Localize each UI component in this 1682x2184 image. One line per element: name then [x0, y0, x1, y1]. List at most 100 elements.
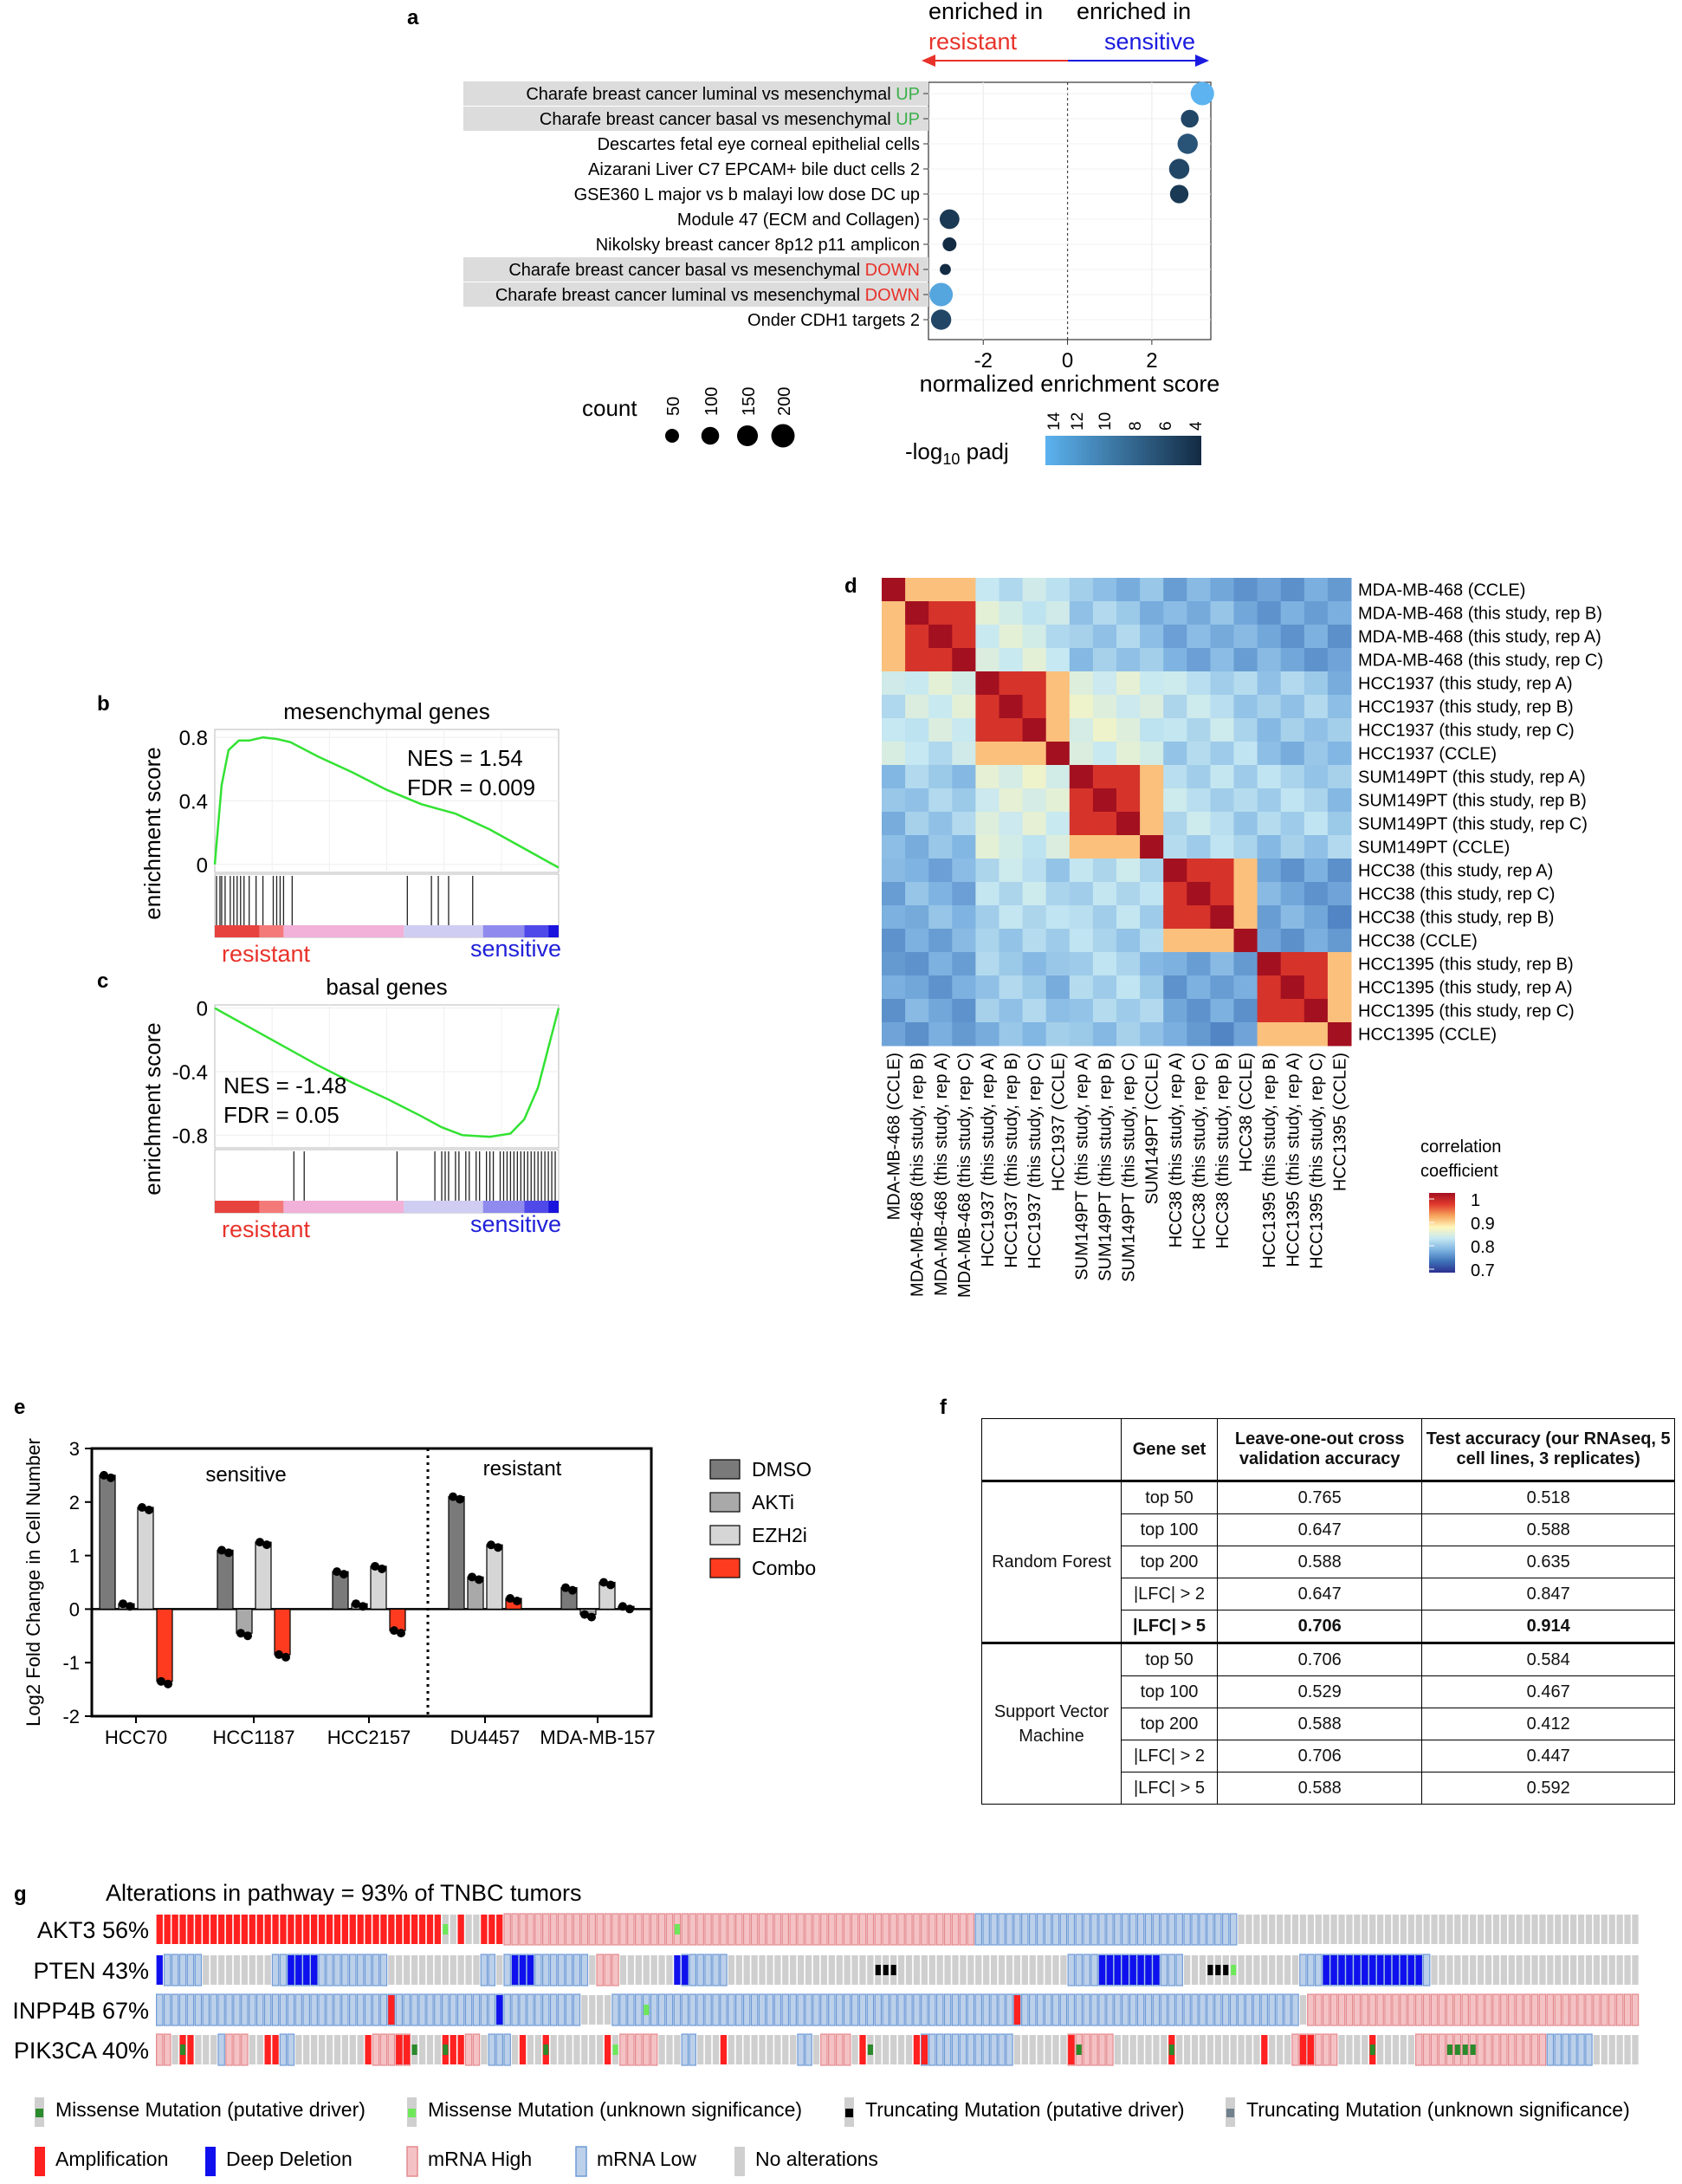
bar-replicate-point	[397, 1629, 405, 1638]
oncoprint-cell-mrna-low	[1144, 1913, 1153, 1946]
heatmap-row-label: HCC1395 (CCLE)	[1358, 1026, 1497, 1045]
legend-label-akti: AKTi	[752, 1491, 794, 1513]
oncoprint-cell-mrna-low	[287, 2033, 295, 2066]
table-row: top 200 0.588 0.635	[982, 1546, 1675, 1578]
bar-replicate-point	[164, 1679, 172, 1688]
oncoprint-cell-none	[1601, 1955, 1608, 1985]
oncoprint-cell-none	[1222, 2035, 1229, 2064]
heatmap-row-label: SUM149PT (this study, rep C)	[1358, 815, 1588, 834]
heatmap-cell	[1022, 929, 1047, 953]
heatmap-cell	[1233, 859, 1258, 883]
heatmap-cell	[1069, 695, 1094, 719]
heatmap-cell	[928, 625, 953, 649]
oncoprint-cell-mrna-low	[665, 1993, 674, 2026]
oncoprint-cell-mrna-low	[696, 1993, 704, 2026]
oncoprint-cell-none	[875, 2035, 882, 2064]
oncoprint-cell-mrna-high	[681, 1913, 689, 1946]
heatmap-cell	[1257, 835, 1282, 859]
oncoprint-cell-none	[171, 2035, 178, 2064]
heatmap-cell	[1116, 718, 1141, 742]
heatmap-cell	[905, 765, 929, 789]
heatmap-cell	[1092, 1022, 1117, 1047]
heatmap-col-label: HCC1395 (this study, rep C)	[1307, 1053, 1326, 1269]
oncoprint-cell-mrna-low	[1075, 1913, 1083, 1946]
bar-replicate-point	[618, 1602, 627, 1611]
heatmap-cell	[1022, 765, 1047, 789]
heatmap-row-label: MDA-MB-468 (this study, rep A)	[1358, 628, 1601, 647]
oncoprint-mutation	[875, 1965, 881, 1975]
oncoprint-cell-mrna-high	[1422, 1993, 1431, 2026]
oncoprint-cell-del	[1338, 1955, 1345, 1985]
oncoprint-cell-mrna-low	[1121, 1993, 1129, 2026]
table-test-cell: 0.467	[1421, 1675, 1675, 1708]
oncoprint-cell-mrna-low	[1221, 1913, 1230, 1946]
heatmap-cell	[1280, 859, 1305, 883]
oncoprint-cell-mrna-high	[689, 1913, 697, 1946]
oncoprint-cell-mrna-low	[874, 1993, 883, 2026]
arrow-resistant-head	[922, 55, 935, 67]
heatmap-cell	[1187, 671, 1211, 696]
heatmap-cell	[1069, 1022, 1094, 1047]
oncoprint-cell-none	[1021, 2035, 1028, 2064]
heatmap-row-label: MDA-MB-468 (CCLE)	[1358, 581, 1525, 600]
oncoprint-cell-mrna-high	[1329, 2033, 1338, 2066]
oncoprint-cell-mrna-high	[1400, 1993, 1407, 2026]
oncoprint-cell-none	[1369, 1915, 1376, 1944]
heatmap-cell	[999, 718, 1024, 742]
oncoprint-mutation	[179, 2045, 186, 2055]
heatmap-cell	[1210, 929, 1234, 953]
oncoprint-cell-mrna-high	[1500, 1993, 1508, 2026]
heatmap-cell	[905, 1022, 929, 1047]
gsea-y-tick-label: -0.8	[172, 1124, 208, 1148]
oncoprint-cell-mrna-low	[812, 1993, 820, 2026]
heatmap-cell	[1045, 742, 1071, 766]
padj-tick-label: 4	[1187, 421, 1206, 431]
heatmap-cell	[1022, 648, 1047, 672]
heatmap-cell	[928, 952, 953, 976]
heatmap-cell	[1304, 765, 1329, 789]
heatmap-cell	[999, 975, 1024, 1000]
oncoprint-cell-mrna-high	[928, 1913, 936, 1946]
oncoprint-cell-mrna-low	[171, 1954, 179, 1986]
oncoprint-cell-mrna-low	[1191, 1913, 1199, 1946]
heatmap-cell	[882, 835, 906, 859]
header-right-line1: enriched in	[1077, 0, 1191, 24]
oncoprint-cell-mrna-low	[851, 1993, 859, 2026]
oncoprint-cell-mrna-low	[488, 1993, 496, 2026]
oncoprint-cell-mrna-low	[1291, 1993, 1299, 2026]
heatmap-cell	[1233, 999, 1258, 1023]
heatmap-cell	[1233, 578, 1258, 602]
oncoprint-cell-mrna-high	[835, 2033, 844, 2066]
oncoprint-cell-mrna-low	[1199, 1913, 1207, 1946]
oncoprint-cell-none	[1346, 2035, 1353, 2064]
heatmap-cell	[1280, 648, 1305, 672]
heatmap-row-label: HCC1937 (CCLE)	[1358, 745, 1497, 764]
oncoprint-cell-none	[820, 1955, 828, 1985]
legend-label-combo: Combo	[752, 1557, 816, 1579]
bar-replicate-point	[359, 1602, 367, 1611]
oncoprint-cell-mrna-low	[1160, 1954, 1168, 1986]
oncoprint-cell-mrna-low	[202, 1993, 210, 2026]
heatmap-cell	[1022, 788, 1047, 813]
oncoprint-cell-mrna-high	[1322, 1993, 1330, 2026]
bar-replicate-point	[568, 1585, 577, 1595]
oncoprint-cell-mrna-low	[974, 1913, 983, 1946]
oncoprint-cell-mrna-high	[1307, 1993, 1315, 2026]
oncoprint-cell-none	[233, 1955, 241, 1985]
oncoprint-cell-none	[851, 1955, 858, 1985]
heatmap-col-label: HCC1937 (CCLE)	[1049, 1053, 1068, 1191]
oncoprint-cell-mrna-low	[1129, 1993, 1137, 2026]
heatmap-row-label: HCC1395 (this study, rep C)	[1358, 1002, 1575, 1021]
oncoprint-cell-none	[1176, 2035, 1183, 2064]
heatmap-cell	[1069, 905, 1094, 930]
oncoprint-cell-none	[573, 2035, 580, 2064]
label-shade	[463, 81, 928, 106]
panel-c-gsea-basal: basal genes 0 -0.4 -0.8 NES = -1.48 FDR = 0.0…	[139, 974, 561, 1242]
heatmap-row-label: SUM149PT (this study, rep A)	[1358, 768, 1586, 787]
oncoprint-cell-mrna-low	[766, 1993, 774, 2026]
heatmap-legend-tick: 0.9	[1471, 1215, 1495, 1234]
oncoprint-cell-none	[1045, 2035, 1051, 2064]
oncoprint-cell-none	[1624, 1955, 1631, 1985]
heatmap-cell	[999, 859, 1024, 883]
size-legend-value: 150	[740, 387, 759, 416]
